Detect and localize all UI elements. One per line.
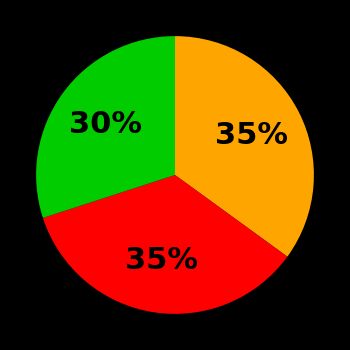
Wedge shape [36, 36, 175, 218]
Text: 30%: 30% [69, 110, 142, 139]
Wedge shape [43, 175, 287, 314]
Wedge shape [175, 36, 314, 257]
Text: 35%: 35% [125, 246, 198, 274]
Text: 35%: 35% [215, 121, 288, 150]
